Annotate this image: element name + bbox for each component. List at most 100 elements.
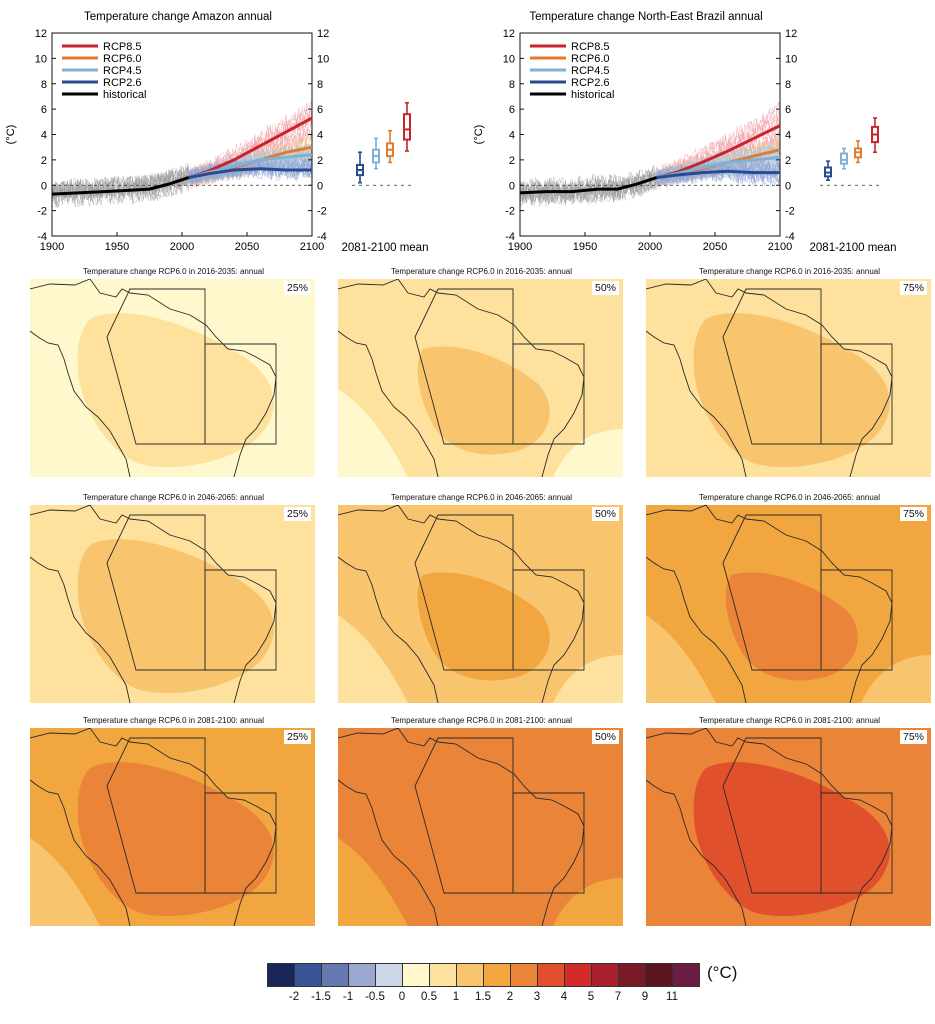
- colorbar-swatch: [537, 963, 565, 987]
- y-tick-label-right: 6: [785, 104, 791, 116]
- map-field: [30, 505, 315, 703]
- chart-title: Temperature change North-East Brazil ann…: [529, 11, 762, 23]
- map-frame: 75%: [646, 728, 931, 926]
- y-tick-label: 4: [509, 130, 515, 142]
- map-frame: 50%: [338, 728, 623, 926]
- y-tick-label-right: 2: [785, 155, 791, 167]
- field-ocean-patch: [245, 878, 315, 926]
- series-line-historical: [51, 176, 189, 196]
- field-land-core: [417, 795, 550, 904]
- y-tick-label: -4: [505, 231, 515, 243]
- colorbar-swatch: [510, 963, 538, 987]
- y-tick-label: 10: [503, 53, 515, 65]
- percentile-label: 50%: [591, 730, 619, 744]
- coastline: [646, 728, 893, 926]
- y-tick-label: 6: [41, 104, 47, 116]
- map-field: [30, 728, 315, 926]
- region-ne-brazil-outline: [820, 569, 893, 671]
- field-ocean-patch: [861, 655, 931, 703]
- percentile-label: 75%: [899, 507, 927, 521]
- colorbar-unit: (°C): [707, 963, 738, 982]
- timeseries-ne-brazil-chart: Temperature change North-East Brazil ann…: [473, 11, 896, 254]
- coastline: [338, 728, 585, 926]
- y-tick-label: 12: [503, 28, 515, 40]
- field-ocean-patch: [338, 838, 408, 926]
- colorbar: (°C) -2 -1.5 -1 -0.5 0 0.5 1 1.5 2 3 4 5 7 9 11: [265, 963, 738, 1008]
- x-tick-label: 2100: [768, 241, 792, 253]
- y-tick-label-right: -4: [317, 231, 327, 243]
- map-panel: Temperature change RCP6.0 in 2081-2100: …: [338, 716, 625, 930]
- map-panel: Temperature change RCP6.0 in 2016-2035: …: [30, 267, 317, 481]
- y-tick-label: 8: [509, 79, 515, 91]
- scenario-member-line: [188, 157, 313, 185]
- colorbar-swatch: [294, 963, 322, 987]
- map-panel: Temperature change RCP6.0 in 2046-2065: …: [646, 493, 933, 707]
- y-tick-label: 4: [41, 130, 47, 142]
- x-tick-label: 2000: [638, 241, 662, 253]
- map-field: [338, 728, 623, 926]
- region-ne-brazil-outline: [820, 343, 893, 445]
- map-panel: Temperature change RCP6.0 in 2081-2100: …: [646, 716, 933, 930]
- field-ocean-patch: [338, 615, 408, 703]
- map-title: Temperature change RCP6.0 in 2016-2035: …: [390, 267, 572, 276]
- field-ocean-patch: [338, 389, 408, 477]
- y-tick-label-right: 0: [317, 180, 323, 192]
- colorbar-tick-label: 4: [560, 991, 568, 1003]
- colorbar-swatch: [645, 963, 673, 987]
- scenario-member-line: [656, 110, 781, 182]
- colorbar-tick-label: -2: [288, 991, 300, 1003]
- field-land-core: [725, 346, 858, 455]
- field-ocean-patch: [646, 389, 716, 477]
- boxplot-rcp45: [840, 147, 848, 170]
- boxplot-rcp85: [403, 101, 411, 152]
- timeseries-amazon-chart: Temperature change Amazon annual -4 -4 -2 -2…: [5, 11, 428, 254]
- coastline: [338, 505, 585, 703]
- coastline: [646, 505, 893, 703]
- x-tick-label: 1950: [573, 241, 597, 253]
- y-tick-label-right: 8: [317, 79, 323, 91]
- field-land-core: [417, 572, 550, 681]
- y-tick-label: 0: [509, 180, 515, 192]
- field-ocean-patch: [553, 429, 623, 477]
- boxplot-rcp26: [356, 151, 364, 184]
- y-tick-label: 6: [509, 104, 515, 116]
- y-tick-label: -4: [37, 231, 47, 243]
- percentile-label: 50%: [591, 281, 619, 295]
- field-ocean-patch: [30, 615, 100, 703]
- region-ne-brazil-outline: [204, 792, 277, 894]
- percentile-label: 75%: [899, 730, 927, 744]
- map-title: Temperature change RCP6.0 in 2081-2100: …: [698, 716, 880, 725]
- map-field: [646, 728, 931, 926]
- series-line-rcp26: [188, 167, 312, 180]
- colorbar-tick-label: 1.5: [475, 991, 491, 1003]
- legend-label: RCP6.0: [103, 53, 142, 65]
- colorbar-tick-label: 5: [587, 991, 595, 1003]
- map-title: Temperature change RCP6.0 in 2016-2035: …: [82, 267, 264, 276]
- region-ne-brazil-outline: [512, 792, 585, 894]
- boxplot-box: [403, 113, 411, 141]
- field-land-core: [725, 795, 858, 904]
- map-frame: 25%: [30, 505, 315, 703]
- x-tick-label: 2050: [235, 241, 259, 253]
- legend-label: RCP8.5: [103, 41, 142, 53]
- field-land-core: [109, 795, 242, 904]
- map-panel: Temperature change RCP6.0 in 2016-2035: …: [338, 267, 625, 481]
- coastline: [30, 279, 277, 477]
- percentile-label: 75%: [899, 281, 927, 295]
- y-tick-label-right: 4: [785, 130, 791, 142]
- scenario-member-line: [188, 163, 313, 186]
- y-axis-label: (°C): [473, 125, 485, 145]
- scenario-member-line: [656, 145, 781, 181]
- field-land-core: [417, 346, 550, 455]
- colorbar-swatch: [375, 963, 403, 987]
- map-field: [646, 279, 931, 477]
- map-panel: Temperature change RCP6.0 in 2016-2035: …: [646, 267, 933, 481]
- scenario-member-line: [656, 166, 781, 185]
- timeseries-amazon-panel: Temperature change Amazon annual -4 -4 -2 -2…: [0, 0, 467, 262]
- legend-label: RCP2.6: [571, 77, 610, 89]
- map-frame: 75%: [646, 505, 931, 703]
- field-ocean-patch: [861, 429, 931, 477]
- percentile-label: 50%: [591, 507, 619, 521]
- colorbar-swatch: [348, 963, 376, 987]
- map-title: Temperature change RCP6.0 in 2046-2065: …: [390, 493, 572, 502]
